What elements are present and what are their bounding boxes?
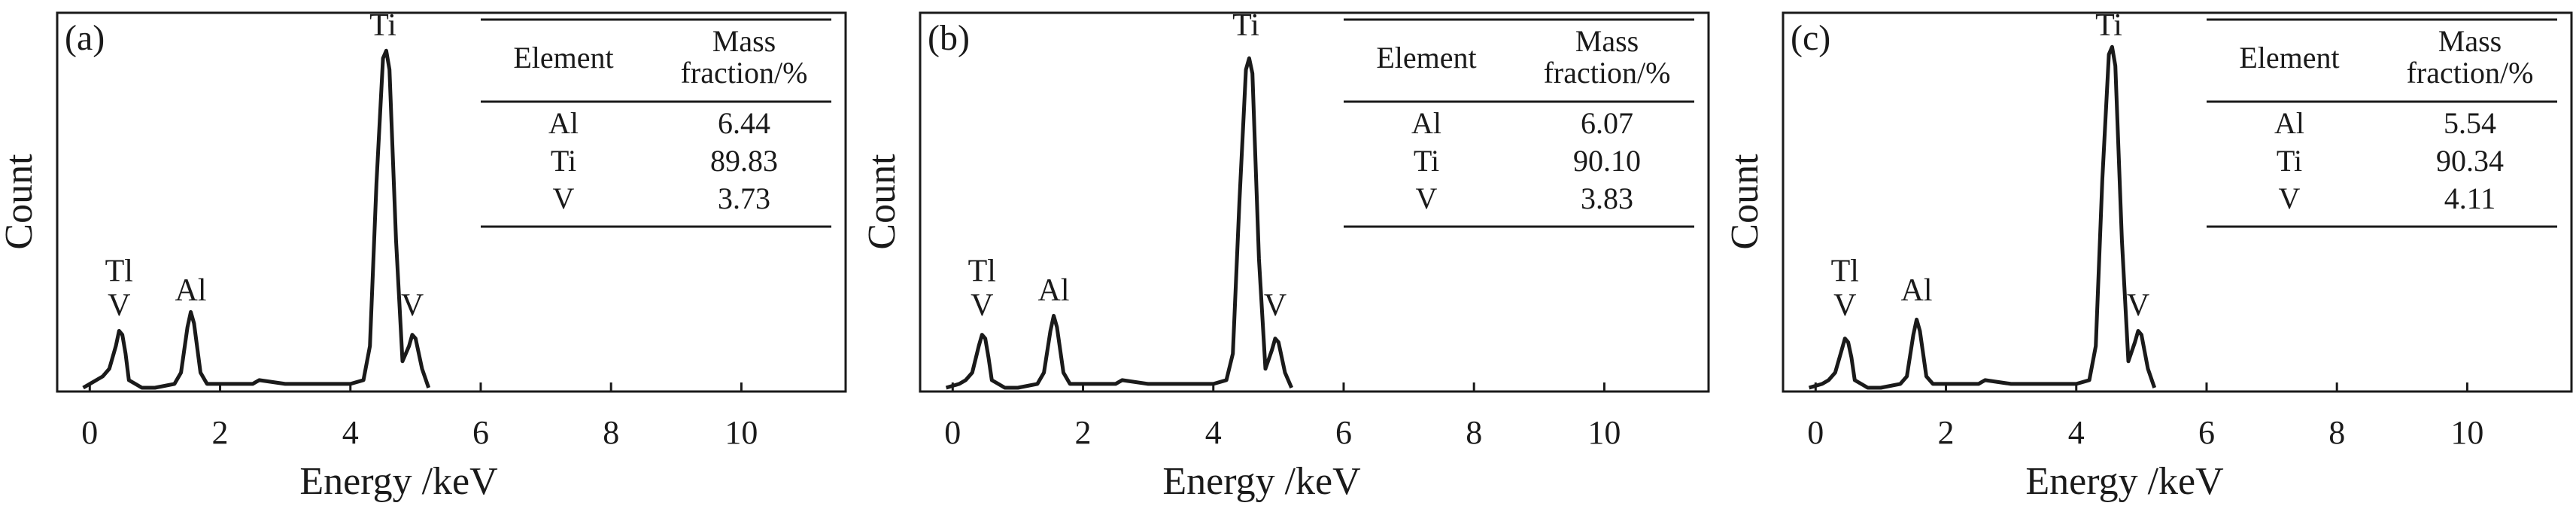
- peak-label: Ti: [2095, 8, 2122, 43]
- spectrum-line: [82, 48, 431, 390]
- peak-label: V: [108, 288, 130, 323]
- table-cell: 90.34: [2436, 144, 2504, 178]
- x-axis-label: Energy /keV: [2025, 460, 2223, 503]
- table-header-cell: Mass fraction/%: [2406, 26, 2534, 90]
- x-tick-label: 6: [472, 414, 489, 451]
- x-tick-label: 8: [2328, 414, 2345, 451]
- x-tick-label: 10: [724, 414, 758, 451]
- x-tick-label: 0: [1807, 414, 1824, 451]
- x-tick-label: 8: [603, 414, 619, 451]
- peak-label: V: [1833, 288, 1856, 323]
- panel-label: (c): [1791, 18, 1830, 58]
- table-cell: Al: [2274, 106, 2304, 140]
- peak-label: Tl: [105, 254, 133, 289]
- x-tick-label: 4: [342, 414, 359, 451]
- table-header-text: Element: [513, 42, 614, 75]
- x-tick-label: 2: [1938, 414, 1955, 451]
- plot-frame: [919, 11, 1710, 393]
- table-header-text: Mass fraction/%: [680, 26, 808, 90]
- y-axis-label: Count: [0, 154, 41, 250]
- x-tick-label: 8: [1466, 414, 1482, 451]
- spectrum-line: [1808, 44, 2157, 390]
- panel-label: (a): [65, 18, 105, 58]
- plot-frame: [56, 11, 847, 393]
- table-header-cell: Element: [2239, 42, 2340, 75]
- table-cell: Ti: [1414, 144, 1439, 178]
- table-header-cell: Element: [513, 42, 614, 75]
- peak-label: Tl: [1831, 254, 1859, 289]
- table-cell: Ti: [551, 144, 576, 178]
- table-header-cell: Mass fraction/%: [1543, 26, 1671, 90]
- plot-frame: [1782, 11, 2573, 393]
- table-cell: V: [1416, 181, 1438, 215]
- spectrum-line: [945, 56, 1293, 390]
- y-axis-label: Count: [861, 154, 904, 250]
- table-cell: 89.83: [710, 144, 778, 178]
- x-axis-label: Energy /keV: [299, 460, 497, 503]
- peak-label: V: [401, 288, 424, 323]
- x-tick-label: 6: [1335, 414, 1352, 451]
- y-axis-label: Count: [1724, 154, 1766, 250]
- table-cell: 90.10: [1573, 144, 1641, 178]
- table-header-cell: Mass fraction/%: [680, 26, 808, 90]
- peak-label: Al: [175, 273, 207, 308]
- peak-label: Al: [1038, 273, 1070, 308]
- table-cell: Al: [548, 106, 579, 140]
- x-tick-label: 0: [81, 414, 98, 451]
- table-header-text: Element: [1376, 42, 1477, 75]
- table-cell: V: [2279, 181, 2301, 215]
- peak-label: V: [971, 288, 993, 323]
- table-header-text: Mass fraction/%: [2406, 26, 2534, 90]
- x-tick-label: 10: [1587, 414, 1621, 451]
- x-tick-label: 0: [944, 414, 961, 451]
- x-tick-label: 10: [2450, 414, 2483, 451]
- panel-label: (b): [928, 18, 970, 58]
- x-tick-label: 6: [2198, 414, 2215, 451]
- x-tick-label: 4: [2068, 414, 2085, 451]
- x-tick-label: 2: [212, 414, 229, 451]
- table-cell: Al: [1411, 106, 1441, 140]
- table-cell: 4.11: [2444, 181, 2496, 215]
- x-tick-label: 2: [1075, 414, 1092, 451]
- peak-label: V: [1264, 288, 1286, 323]
- table-header-text: Mass fraction/%: [1543, 26, 1671, 90]
- peak-label: Tl: [968, 254, 996, 289]
- table-cell: V: [553, 181, 575, 215]
- table-cell: 6.07: [1581, 106, 1633, 140]
- table-header-cell: Element: [1376, 42, 1477, 75]
- peak-label: Ti: [1232, 8, 1259, 43]
- x-tick-label: 4: [1205, 414, 1222, 451]
- table-cell: 3.83: [1581, 181, 1633, 215]
- table-cell: 3.73: [718, 181, 770, 215]
- table-cell: Ti: [2277, 144, 2302, 178]
- table-cell: 5.54: [2444, 106, 2496, 140]
- table-cell: 6.44: [718, 106, 770, 140]
- peak-label: Ti: [369, 8, 396, 43]
- x-axis-label: Energy /keV: [1162, 460, 1360, 503]
- peak-label: Al: [1901, 273, 1933, 308]
- peak-label: V: [2127, 288, 2149, 323]
- table-header-text: Element: [2239, 42, 2340, 75]
